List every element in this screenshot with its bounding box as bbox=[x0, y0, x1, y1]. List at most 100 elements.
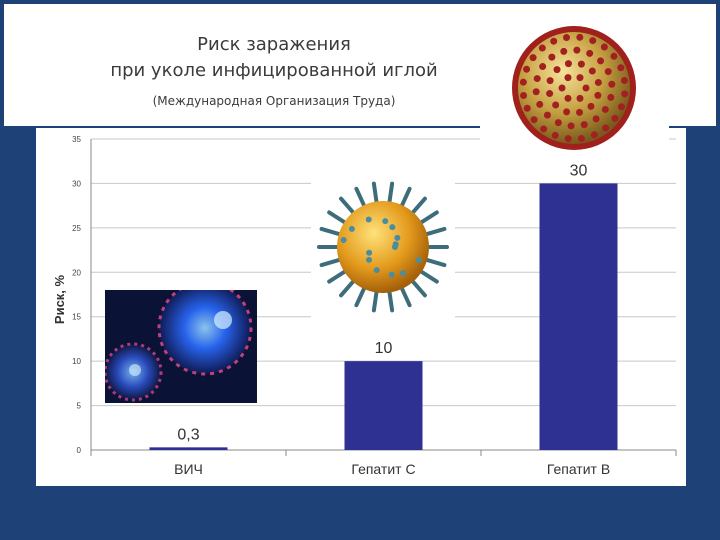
title-line-2: при уколе инфицированной иглой bbox=[110, 60, 438, 81]
y-tick-label: 10 bbox=[72, 357, 81, 366]
surface-dot bbox=[543, 111, 551, 119]
spike-shape bbox=[409, 278, 427, 298]
surface-dot bbox=[576, 94, 584, 102]
spike-shape bbox=[327, 268, 348, 284]
surface-dot bbox=[576, 33, 584, 41]
surface-dot bbox=[594, 91, 602, 99]
surface-dot bbox=[519, 78, 527, 86]
surface-dot bbox=[588, 67, 596, 75]
surface-dot bbox=[607, 93, 615, 101]
surface-dot bbox=[523, 65, 531, 73]
surface-dot bbox=[400, 270, 407, 277]
surface-dot bbox=[577, 60, 585, 68]
hepatitis-b-virus-image bbox=[480, 17, 669, 159]
y-tick-label: 25 bbox=[72, 224, 81, 233]
surface-dot bbox=[567, 122, 575, 130]
surface-dot bbox=[617, 64, 625, 72]
surface-dot bbox=[560, 47, 568, 55]
bar-1 bbox=[149, 447, 228, 450]
title-line-1: Риск заражения bbox=[197, 34, 351, 55]
surface-dot bbox=[576, 108, 584, 116]
surface-dot bbox=[621, 90, 629, 98]
surface-dot bbox=[610, 52, 618, 60]
surface-dot bbox=[365, 216, 372, 223]
surface-dot bbox=[563, 108, 571, 116]
surface-dot bbox=[620, 77, 628, 85]
spike-shape bbox=[399, 186, 412, 209]
surface-dot bbox=[536, 100, 544, 108]
surface-dot bbox=[523, 104, 531, 112]
spike-shape bbox=[371, 288, 379, 313]
surface-dot bbox=[389, 224, 396, 231]
spike-shape bbox=[423, 226, 447, 237]
surface-dot bbox=[539, 63, 547, 71]
bar-2 bbox=[344, 361, 423, 450]
surface-dot bbox=[540, 125, 548, 133]
surface-dot bbox=[551, 131, 559, 139]
surface-dot bbox=[394, 234, 401, 241]
surface-dot bbox=[590, 131, 598, 139]
spike-shape bbox=[387, 181, 395, 206]
spike-shape bbox=[354, 285, 367, 308]
y-tick-label: 0 bbox=[77, 446, 82, 455]
spike-shape bbox=[319, 226, 343, 237]
surface-dot bbox=[558, 84, 566, 92]
spike-shape bbox=[319, 257, 343, 268]
y-axis-label: Риск, % bbox=[52, 274, 67, 324]
surface-dot bbox=[563, 34, 571, 42]
surface-dot bbox=[587, 102, 595, 110]
surface-dot bbox=[554, 119, 562, 127]
surface-dot bbox=[594, 78, 602, 86]
surface-dot bbox=[564, 74, 572, 82]
y-tick-label: 35 bbox=[72, 135, 81, 144]
surface-dot bbox=[582, 84, 590, 92]
surface-dot bbox=[348, 225, 355, 232]
surface-dot bbox=[553, 66, 561, 74]
spike-shape bbox=[354, 186, 367, 209]
spike-shape bbox=[418, 210, 439, 226]
surface-dot bbox=[580, 121, 588, 129]
spike-shape bbox=[387, 288, 395, 313]
surface-dot bbox=[550, 37, 558, 45]
x-tick-label: Гепатит С bbox=[351, 461, 415, 477]
surface-dot bbox=[546, 90, 554, 98]
spike-shape bbox=[423, 257, 447, 268]
spike-shape bbox=[409, 196, 427, 216]
surface-dot bbox=[600, 43, 608, 51]
x-tick-label: Гепатит В bbox=[547, 461, 610, 477]
spike-shape bbox=[339, 278, 357, 298]
y-tick-label: 5 bbox=[77, 402, 82, 411]
surface-dot bbox=[388, 271, 395, 278]
surface-dot bbox=[597, 57, 605, 65]
surface-dot bbox=[552, 101, 560, 109]
hiv-virus-image bbox=[105, 290, 257, 403]
surface-dot bbox=[608, 80, 616, 88]
y-tick-label: 20 bbox=[72, 268, 81, 277]
surface-dot bbox=[533, 75, 541, 83]
surface-dot bbox=[415, 257, 422, 264]
x-tick-label: ВИЧ bbox=[174, 461, 203, 477]
surface-dot bbox=[532, 88, 540, 96]
data-label: 30 bbox=[570, 162, 588, 179]
bar-3 bbox=[539, 183, 618, 450]
surface-dot bbox=[382, 218, 389, 225]
surface-dot bbox=[589, 37, 597, 45]
surface-dot bbox=[602, 124, 610, 132]
surface-dot bbox=[573, 46, 581, 54]
surface-dot bbox=[365, 256, 372, 263]
surface-dot bbox=[548, 53, 556, 61]
source-note: (Международная Организация Труда) bbox=[152, 94, 396, 108]
spike-shape bbox=[371, 181, 379, 206]
surface-dot bbox=[576, 74, 584, 82]
surface-dot bbox=[564, 94, 572, 102]
surface-dot bbox=[564, 135, 572, 143]
surface-dot bbox=[520, 91, 528, 99]
y-tick-label: 30 bbox=[72, 179, 81, 188]
surface-dot bbox=[340, 237, 347, 244]
surface-dot bbox=[546, 77, 554, 85]
surface-dot bbox=[392, 241, 399, 248]
surface-dot bbox=[564, 60, 572, 68]
surface-dot bbox=[529, 54, 537, 62]
surface-dot bbox=[373, 267, 380, 274]
spike-shape bbox=[418, 268, 439, 284]
